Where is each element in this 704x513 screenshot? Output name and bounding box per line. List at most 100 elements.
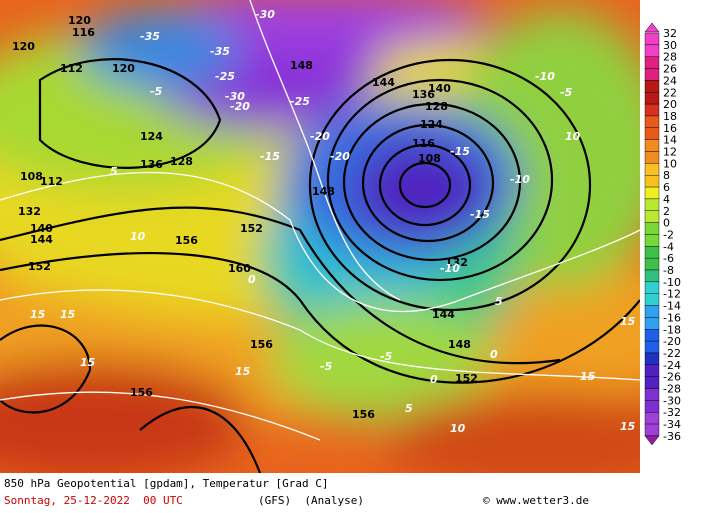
contour-label: -15 [450,145,470,158]
colorbar-cell [644,412,660,425]
contour-label: 0 [490,348,498,361]
contour-label: 10 [565,130,581,143]
colorbar-cell [644,163,660,176]
contour-label: 15 [580,370,596,383]
colorbar-cell [644,186,660,200]
contour-label: -5 [380,350,393,363]
contour-label: 132 [445,256,468,269]
colorbar-label: -8 [663,264,674,277]
contour-label: 15 [620,420,636,433]
colorbar-cell [644,127,660,140]
contour-label: 108 [418,152,441,165]
colorbar-label: 4 [663,193,670,206]
contour-label: 156 [130,386,153,399]
contour-label: 15 [30,308,46,321]
contour-label: -15 [470,208,490,221]
colorbar-label: 28 [663,51,677,64]
colorbar-label: -2 [663,228,674,241]
colorbar-cell [644,246,660,259]
contour-label: -5 [320,360,333,373]
contour-label: 108 [20,170,43,183]
contour-label: -10 [510,173,530,186]
contour-label: 148 [312,185,335,198]
colorbar-label: 6 [663,181,670,194]
colorbar-cell [644,32,660,46]
colorbar-label: -34 [663,418,681,431]
colorbar-cell [644,376,660,389]
colorbar-cell [644,68,660,81]
contour-label: 120 [68,14,91,27]
contour-label: 10 [130,230,146,243]
isotherms [0,0,640,441]
colorbar-label: -16 [663,311,681,324]
contour-label: 132 [18,205,41,218]
colorbar-cell [644,305,660,318]
contour-label: 128 [170,155,193,168]
contour-label: 124 [420,118,443,131]
colorbar-cell [644,364,660,377]
contour-label: 10 [450,422,466,435]
contour-label: 15 [235,365,251,378]
colorbar-label: -12 [663,288,681,301]
contour-label: -30 [225,90,245,103]
contour-label: 128 [425,100,448,113]
contour-label: -25 [215,70,235,83]
colorbar: 32302826242220181614121086420-2-4-6-8-10… [644,22,681,446]
colorbar-cell [644,388,660,401]
colorbar-label: 8 [663,169,670,182]
contour-label: 156 [352,408,375,421]
contour-label: 116 [412,137,435,150]
map: 1201201201161161121121241241281281321321… [0,0,681,473]
colorbar-arrow [644,22,660,33]
contour-label: 0 [430,373,438,386]
contour-label: 5 [495,295,503,308]
colorbar-cell [644,174,660,188]
contour-label: 120 [12,40,35,53]
colorbar-label: -26 [663,371,681,384]
colorbar-label: -32 [663,406,681,419]
contour-label: 124 [140,130,163,143]
contour-label: -10 [535,70,555,83]
contour-label: 148 [448,338,471,351]
colorbar-label: 20 [663,98,677,111]
colorbar-cell [644,317,660,330]
colorbar-label: 16 [663,122,677,135]
contour-label: -20 [230,100,250,113]
colorbar-cell [644,340,660,354]
colorbar-label: -18 [663,323,681,336]
colorbar-cell [644,329,660,342]
contour-label: 120 [112,62,135,75]
contour-label: 156 [175,234,198,247]
colorbar-label: 10 [663,157,677,170]
colorbar-cell [644,92,660,105]
colorbar-cell [644,151,660,164]
contour-label: 148 [290,59,313,72]
contour-label: 136 [412,88,435,101]
contour-label: 15 [60,308,76,321]
contour-label: -35 [210,45,230,58]
colorbar-cell [644,103,660,117]
contour-label: -30 [255,8,275,21]
colorbar-label: -28 [663,383,681,396]
colorbar-label: 26 [663,63,677,76]
colorbar-label: 22 [663,86,677,99]
contour-label: 160 [228,262,251,275]
colorbar-label: 32 [663,27,677,40]
colorbar-label: -30 [663,394,681,407]
contour-label: 5 [110,165,118,178]
contours [0,58,640,473]
colorbar-label: -36 [663,430,681,443]
colorbar-label: 18 [663,110,677,123]
contour-label: -35 [140,30,160,43]
colorbar-label: 12 [663,146,677,159]
colorbar-cell [644,198,660,211]
colorbar-cell [644,423,660,437]
colorbar-cell [644,269,660,283]
contour-label: -10 [440,262,460,275]
colorbar-arrow [644,435,660,446]
colorbar-label: -4 [663,240,674,253]
colorbar-cell [644,139,660,152]
colorbar-label: -14 [663,300,681,313]
caption-model: (GFS) (Analyse) [258,494,364,507]
